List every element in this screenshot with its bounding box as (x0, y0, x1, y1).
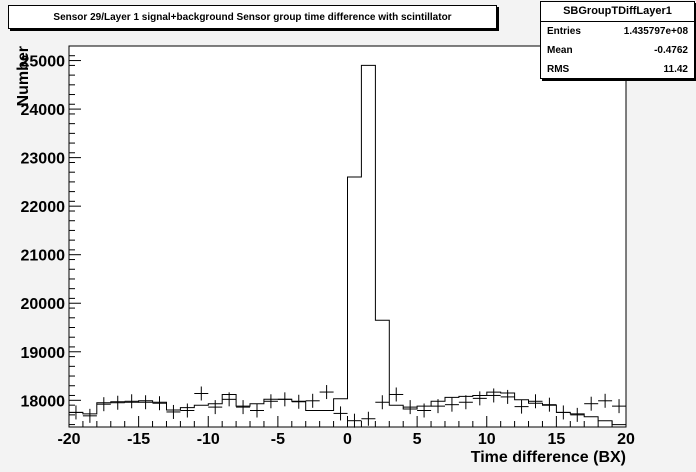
data-marker (458, 395, 473, 410)
data-marker (277, 392, 292, 407)
data-marker (514, 399, 529, 414)
stats-box: SBGroupTDiffLayer1 Entries 1.435797e+08 … (540, 1, 695, 79)
data-marker (319, 385, 334, 400)
chart-title: Sensor 29/Layer 1 signal+background Sens… (8, 5, 497, 29)
data-marker (556, 405, 571, 420)
data-marker (472, 391, 487, 406)
data-marker (110, 395, 125, 410)
data-marker (180, 403, 195, 418)
y-tick-label: 24000 (21, 102, 66, 119)
stats-row-rms: RMS 11.42 (541, 60, 694, 79)
x-tick-label: -20 (57, 431, 80, 448)
data-marker (222, 392, 237, 407)
stats-row-entries: Entries 1.435797e+08 (541, 22, 694, 41)
data-marker (333, 406, 348, 421)
data-marker (263, 394, 278, 409)
data-marker (138, 395, 153, 410)
data-marker (82, 408, 97, 423)
data-marker (375, 395, 390, 410)
marker-series (68, 385, 627, 428)
data-marker (389, 387, 404, 402)
data-marker (500, 389, 515, 404)
data-marker (486, 388, 501, 403)
x-axis-title: Time difference (BX) (471, 449, 626, 466)
stats-value: -0.4762 (654, 45, 688, 56)
data-marker (166, 404, 181, 419)
y-axis: 18000 19000 20000 21000 22000 23000 24000 25000 (21, 54, 81, 426)
stats-row-mean: Mean -0.4762 (541, 41, 694, 60)
x-tick-label: -5 (271, 431, 285, 448)
y-tick-label: 25000 (21, 54, 66, 71)
data-marker (528, 394, 543, 409)
data-marker (403, 400, 418, 415)
data-marker (431, 399, 446, 414)
x-tick-label: 20 (617, 431, 635, 448)
x-tick-label: 0 (343, 431, 352, 448)
stats-value: 11.42 (663, 64, 688, 75)
data-marker (444, 397, 459, 412)
x-tick-label: 10 (478, 431, 496, 448)
stats-label: RMS (547, 64, 570, 75)
data-marker (347, 413, 362, 428)
data-marker (612, 399, 627, 414)
data-marker (584, 396, 599, 411)
data-marker (236, 400, 251, 415)
y-tick-label: 23000 (21, 151, 66, 168)
y-tick-label: 18000 (21, 393, 66, 410)
stats-value: 1.435797e+08 (623, 26, 688, 37)
data-marker (68, 405, 83, 420)
y-tick-label: 20000 (21, 296, 66, 313)
data-marker (208, 400, 223, 415)
data-marker (96, 397, 111, 412)
data-marker (361, 411, 376, 426)
x-tick-label: 5 (413, 431, 422, 448)
data-marker (291, 394, 306, 409)
y-axis-title: Number (15, 46, 32, 106)
y-tick-label: 22000 (21, 199, 66, 216)
data-marker (124, 394, 139, 409)
stats-title: SBGroupTDiffLayer1 (541, 2, 694, 22)
data-marker (570, 407, 585, 422)
data-marker (152, 396, 167, 411)
x-axis: -20 -15 -10 -5 0 5 10 15 20 (57, 416, 635, 448)
data-marker (542, 397, 557, 412)
histogram-line (69, 64, 626, 426)
data-marker (249, 403, 264, 418)
stats-label: Mean (547, 45, 573, 56)
y-tick-label: 21000 (21, 248, 66, 265)
data-marker (598, 393, 613, 408)
x-tick-label: -10 (197, 431, 220, 448)
stats-label: Entries (547, 26, 581, 37)
y-tick-label: 19000 (21, 345, 66, 362)
data-marker (417, 403, 432, 418)
x-tick-label: -15 (127, 431, 150, 448)
x-tick-label: 15 (547, 431, 565, 448)
data-marker (194, 386, 209, 401)
data-marker (305, 393, 320, 408)
